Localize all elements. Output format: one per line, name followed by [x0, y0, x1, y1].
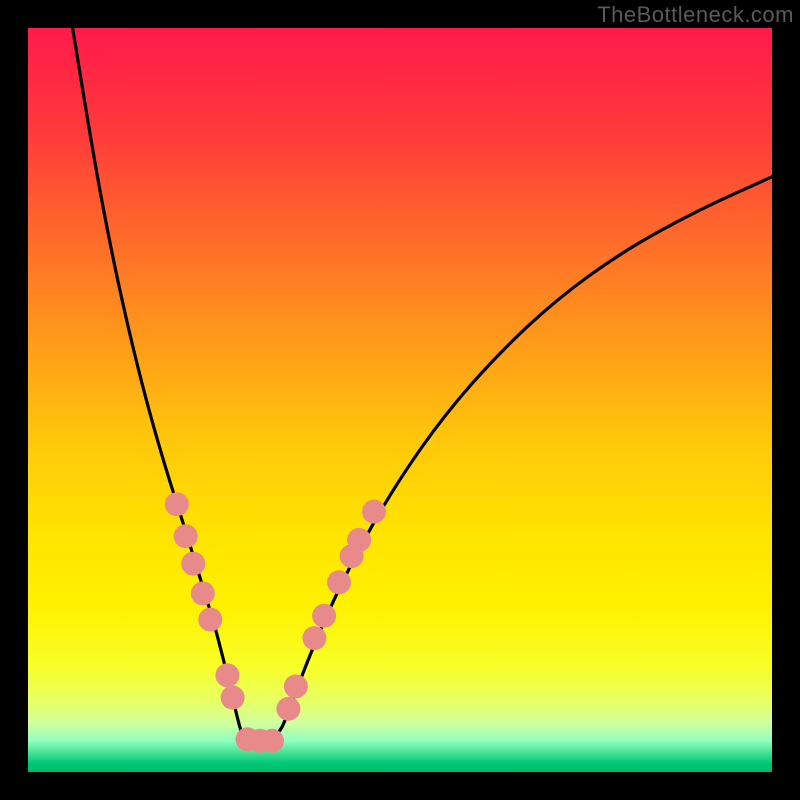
data-marker [260, 729, 284, 753]
data-marker [174, 524, 198, 548]
chart-container: TheBottleneck.com [0, 0, 800, 800]
data-marker [198, 608, 222, 632]
data-marker [181, 552, 205, 576]
data-marker [221, 686, 245, 710]
watermark-text: TheBottleneck.com [597, 2, 794, 28]
data-marker [327, 570, 351, 594]
data-marker [276, 697, 300, 721]
data-marker [191, 581, 215, 605]
data-marker [347, 528, 371, 552]
data-marker [165, 492, 189, 516]
data-marker [312, 604, 336, 628]
plot-background [28, 28, 772, 772]
data-marker [302, 626, 326, 650]
data-marker [284, 674, 308, 698]
chart-svg [0, 0, 800, 800]
data-marker [215, 663, 239, 687]
data-marker [362, 500, 386, 524]
